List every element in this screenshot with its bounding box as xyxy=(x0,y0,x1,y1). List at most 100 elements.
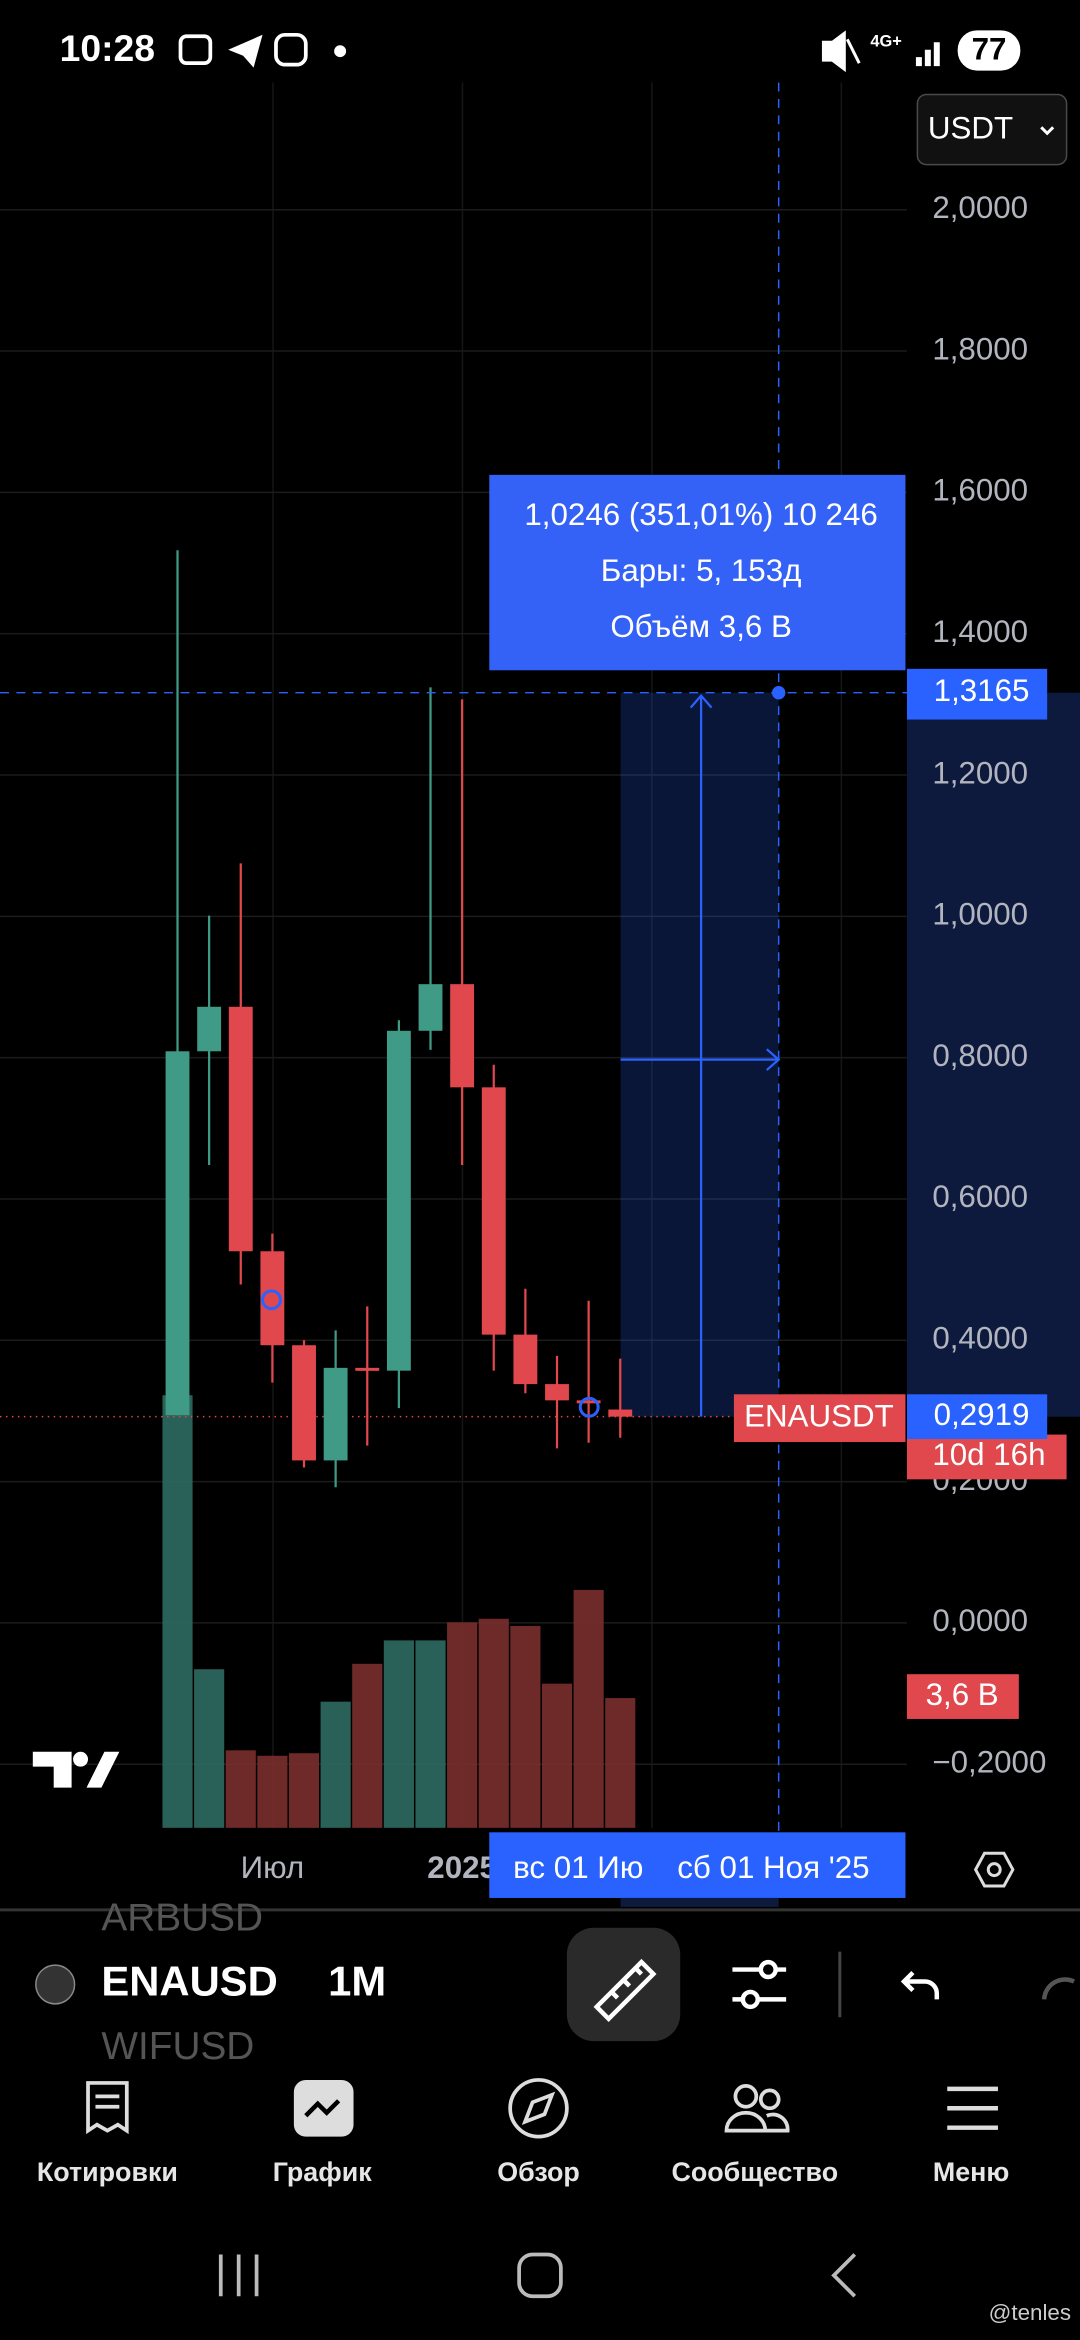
interval[interactable]: 1M xyxy=(328,1958,386,2005)
home-button[interactable] xyxy=(517,2252,563,2299)
status-icon xyxy=(274,32,308,67)
candle-body xyxy=(545,1384,569,1401)
candle-body xyxy=(513,1334,538,1385)
candle-body xyxy=(450,984,475,1088)
axis-range-highlight xyxy=(906,692,1080,1417)
countdown-label: 10d 16h xyxy=(932,1437,1045,1472)
nav-icon-glyph xyxy=(304,2099,341,2118)
volume-bar xyxy=(415,1640,446,1828)
event-marker xyxy=(261,1289,282,1311)
volume-bar xyxy=(352,1663,383,1828)
symbol-current[interactable]: ENAUSD xyxy=(101,1958,277,2005)
last-price-box xyxy=(906,1394,1048,1440)
settings-button[interactable] xyxy=(973,1851,1015,1888)
crosshair-date: сб 01 Ноя '25 xyxy=(677,1850,869,1885)
watermark: @tenles xyxy=(989,2300,1071,2325)
date-range-box xyxy=(489,1832,906,1898)
event-marker xyxy=(578,1396,600,1418)
status-network: 4G+ xyxy=(870,33,901,51)
currency-label: USDT xyxy=(928,111,1013,146)
battery-level: 77 xyxy=(972,31,1007,66)
x-tick-label: 2025 xyxy=(427,1850,497,1885)
signal-icon xyxy=(915,42,940,67)
candle-body xyxy=(418,984,443,1031)
candle-body xyxy=(576,1400,601,1404)
symbol-label-box xyxy=(733,1394,906,1443)
status-dot xyxy=(334,45,347,58)
x-tick-label: Июл xyxy=(241,1850,305,1885)
nav-icon-glyph xyxy=(521,2091,556,2125)
volume-bar xyxy=(320,1701,351,1828)
nav-icon-glyph xyxy=(724,2110,790,2133)
candle-body xyxy=(481,1087,506,1335)
ruler-button[interactable] xyxy=(566,1927,681,2042)
y-tick-label: 1,0000 xyxy=(932,897,1028,932)
nav-label[interactable]: Котировки xyxy=(37,2157,178,2187)
mute-icon xyxy=(821,30,861,73)
chevron xyxy=(1040,126,1055,136)
tv-logo xyxy=(32,1751,120,1788)
volume-bar xyxy=(510,1625,541,1828)
nav-label[interactable]: Сообщество xyxy=(672,2157,839,2187)
measure-text: 1,0246 (351,01%) 10 246 xyxy=(524,497,877,532)
status-icon xyxy=(178,34,213,66)
nav-label[interactable]: Меню xyxy=(933,2157,1009,2187)
volume-bar xyxy=(194,1669,225,1828)
measure-region xyxy=(620,692,779,1417)
y-tick-label: 2,0000 xyxy=(932,190,1028,225)
volume-bar xyxy=(288,1753,320,1828)
redo-button[interactable] xyxy=(1041,1977,1075,2000)
y-tick-label: 1,6000 xyxy=(932,473,1028,508)
nav-label[interactable]: График xyxy=(273,2157,373,2187)
status-icon xyxy=(228,34,263,68)
crosshair-date: вс 01 Ию xyxy=(513,1850,643,1885)
candle-body xyxy=(323,1367,348,1461)
settings-icon xyxy=(986,1862,1002,1878)
countdown-box xyxy=(906,1434,1067,1480)
tv-logo xyxy=(73,1751,89,1767)
measure-arrow xyxy=(620,693,781,1417)
y-tick-label: 1,4000 xyxy=(932,614,1028,649)
candle-body xyxy=(355,1367,380,1371)
candle-body xyxy=(228,1006,253,1252)
volume-bar xyxy=(447,1622,478,1828)
slider-knob xyxy=(758,1959,778,1980)
measure-text: Бары: 5, 153д xyxy=(601,553,802,588)
measure-text: Объём 3,6 B xyxy=(610,609,792,644)
volume-bar xyxy=(541,1683,573,1828)
y-tick-label: 0,0000 xyxy=(932,1603,1028,1638)
ruler-icon xyxy=(593,1958,657,2022)
y-tick-label: 1,2000 xyxy=(932,755,1028,790)
nav-icon[interactable] xyxy=(508,2078,569,2139)
undo-button[interactable] xyxy=(900,1970,940,2000)
nav-label[interactable]: Обзор xyxy=(497,2157,580,2187)
symbol-prev[interactable]: ARBUSD xyxy=(101,1897,263,1940)
volume-bar xyxy=(257,1755,288,1828)
candle-body xyxy=(260,1251,285,1346)
plot: 2,0000 1,8000 1,6000 1,4000 1,2000 1,0000 0,80… xyxy=(0,82,1080,1907)
volume-bar xyxy=(383,1640,414,1828)
nav-icon[interactable] xyxy=(86,2081,129,2135)
currency-dropdown[interactable] xyxy=(916,93,1068,166)
back-button[interactable] xyxy=(831,2253,857,2298)
measure-box xyxy=(489,474,906,671)
symbol-label: ENAUSDT xyxy=(744,1398,894,1433)
crosshair-price-label: 1,3165 xyxy=(934,673,1030,708)
candle-body xyxy=(197,1006,222,1052)
y-tick-label: 1,8000 xyxy=(932,331,1028,366)
y-tick-label: −0,2000 xyxy=(932,1745,1046,1780)
date-range-shade xyxy=(620,1897,779,1907)
battery xyxy=(957,30,1021,71)
volume-bar xyxy=(478,1618,509,1828)
recents-button[interactable] xyxy=(218,2254,259,2297)
volume-bar xyxy=(573,1589,604,1828)
nav-icon-glyph xyxy=(758,2088,781,2111)
volume-label: 3,6 B xyxy=(926,1677,999,1712)
symbol-next[interactable]: WIFUSD xyxy=(101,2025,254,2068)
nav-icon[interactable] xyxy=(733,2084,759,2109)
last-price-label: 0,2919 xyxy=(934,1397,1030,1432)
symbol-icon xyxy=(35,1964,76,2005)
nav-icon[interactable] xyxy=(947,2086,998,2130)
y-tick-label: 0,8000 xyxy=(932,1038,1028,1073)
